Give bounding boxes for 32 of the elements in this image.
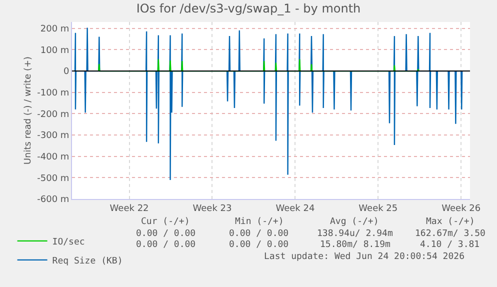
y-tick-label: -100 m [37, 88, 70, 99]
y-tick-label: -300 m [37, 131, 70, 142]
text: Cur (-/+) [141, 217, 190, 227]
y-tick-label: 200 m [40, 24, 70, 35]
text: 0.00 / 0.00 [136, 240, 196, 250]
text: 0.00 / 0.00 [136, 229, 196, 239]
text: 138.94u/ 2.94m [317, 229, 393, 239]
line-series [74, 27, 463, 181]
x-tick-label: Week 25 [358, 204, 398, 214]
chart-title: IOs for /dev/s3-vg/swap_1 - by month [136, 2, 361, 16]
text: Last update: Wed Jun 24 20:00:54 2026 [264, 252, 464, 262]
y-tick-label: 0 [63, 67, 70, 78]
text: 4.10 / 3.81 [420, 240, 480, 250]
text: Min (-/+) [235, 217, 284, 227]
y-tick-label: -200 m [37, 110, 70, 120]
x-tick-label: Week 26 [442, 204, 481, 214]
y-tick-label: -500 m [37, 174, 70, 184]
text: 0.00 / 0.00 [229, 240, 289, 250]
text: 162.67m/ 3.50 [415, 229, 486, 239]
legend-label: IO/sec [52, 237, 85, 248]
y-axis-title: Units read (-) / write (+) [23, 56, 34, 165]
text: 15.80m/ 8.19m [320, 240, 390, 250]
y-tick-label: 100 m [40, 46, 70, 56]
text: 0.00 / 0.00 [229, 229, 289, 239]
x-tick-label: Week 22 [110, 204, 149, 214]
text: Max (-/+) [426, 217, 475, 227]
y-tick-label: -600 m [37, 195, 70, 206]
text: Avg (-/+) [330, 217, 379, 227]
x-tick-label: Week 23 [192, 204, 232, 214]
legend-label: Req Size (KB) [52, 256, 123, 266]
y-tick-label: -400 m [37, 152, 70, 162]
x-tick-label: Week 24 [276, 204, 315, 214]
